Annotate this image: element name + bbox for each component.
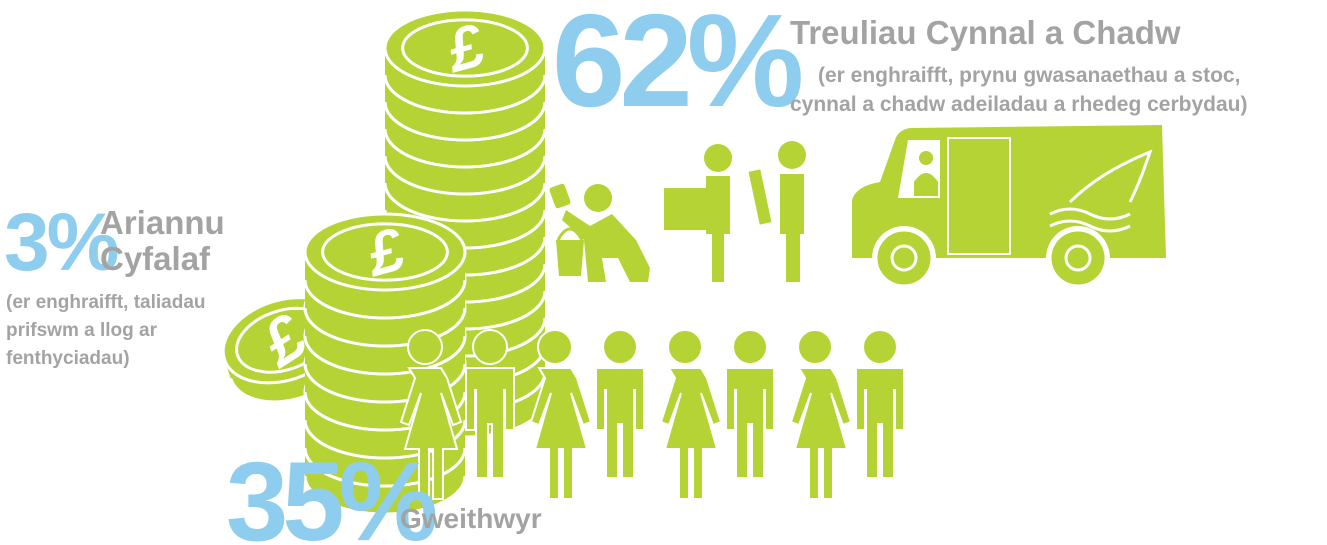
man-icon [596, 330, 644, 478]
description-line: (er enghraifft, prynu gwasanaethau a sto… [818, 64, 1240, 87]
title-capital: Cyfalaf [100, 240, 211, 277]
head [473, 330, 507, 364]
woman-icon [791, 330, 851, 499]
head [733, 330, 767, 364]
body [726, 368, 774, 478]
body [791, 368, 851, 499]
head [603, 330, 637, 364]
infographic: £££ 62% Treuliau Cynnal a Chadw (er engh… [0, 0, 1327, 545]
head [538, 330, 572, 364]
body [466, 368, 514, 478]
woman-icon [531, 330, 591, 499]
man-icon [466, 330, 514, 478]
body [596, 368, 644, 478]
man-icon [856, 330, 904, 478]
percent-maintenance: 62% [552, 0, 801, 134]
painter-icon [549, 183, 650, 282]
head [408, 330, 442, 364]
title-maintenance: Treuliau Cynnal a Chadw [790, 14, 1181, 51]
van-icon [852, 125, 1166, 286]
description-line: fenthyciadau) [6, 348, 130, 369]
description-line: prifswm a llog ar [6, 320, 158, 341]
body [661, 368, 721, 499]
woman-icon [661, 330, 721, 499]
head [668, 330, 702, 364]
description-line: (er enghraifft, taliadau [6, 292, 206, 313]
title-capital: Ariannu [100, 204, 225, 241]
delivery-icon [664, 141, 806, 282]
man-icon [726, 330, 774, 478]
head [798, 330, 832, 364]
description-line: cynnal a chadw adeiladau a rhedeg cerbyd… [790, 93, 1248, 116]
head [863, 330, 897, 364]
body [856, 368, 904, 478]
people [401, 330, 904, 499]
title-staff: Gweithwyr [400, 503, 542, 534]
